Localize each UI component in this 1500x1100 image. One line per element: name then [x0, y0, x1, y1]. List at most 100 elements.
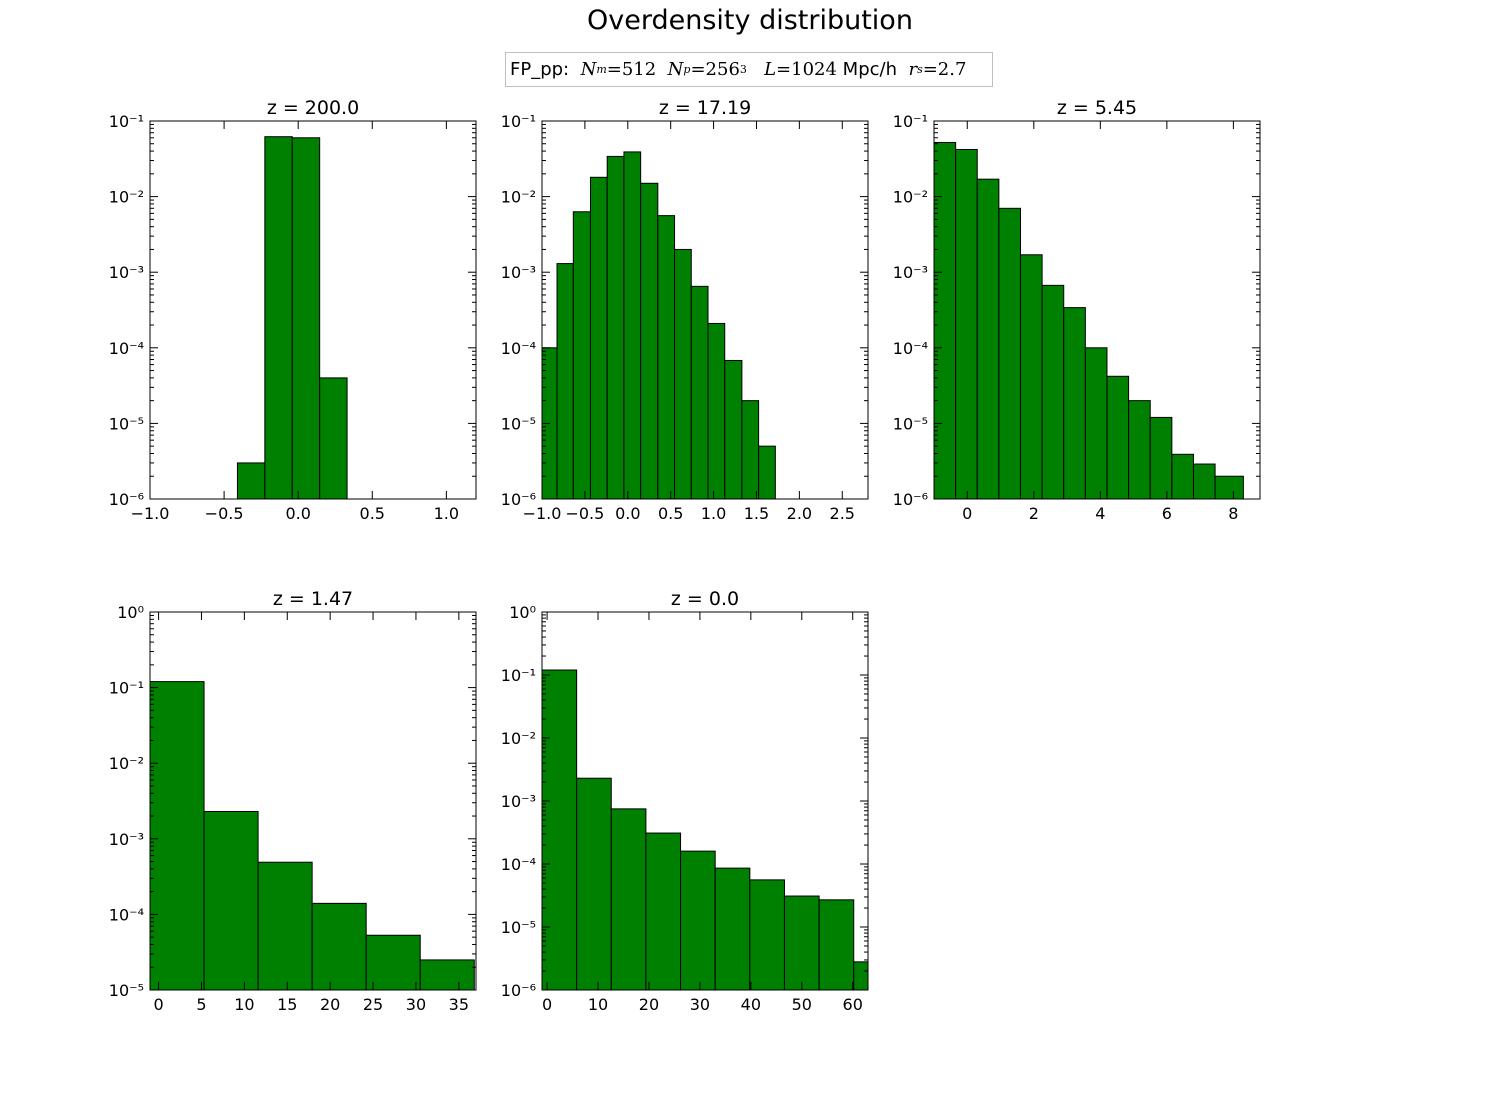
x-tick-label: 25: [363, 995, 383, 1014]
histogram-bar: [741, 400, 760, 499]
histogram-bar: [1106, 375, 1130, 499]
panel-title: z = 0.0: [671, 588, 739, 610]
x-tick-label: 1.5: [744, 504, 769, 523]
x-tick-label: 0.5: [658, 504, 683, 523]
legend-np-symbol: N: [667, 59, 684, 80]
histogram-bar: [674, 248, 692, 499]
x-tick-label: 0: [153, 995, 163, 1014]
y-tick-label: 10⁻⁴: [501, 855, 536, 874]
x-tick-label: 6: [1162, 504, 1172, 523]
y-tick-label: 10⁻²: [501, 188, 536, 207]
axes-frame: [149, 120, 477, 500]
panel-2: −1.0 −0.5 0.0 0.5 1.0 1.5 2.0 2.5 10⁻⁶ 10⁻⁵ 10⁻⁴ 10…: [501, 97, 869, 523]
histogram-bar: [1019, 254, 1043, 499]
y-tick-label: 10⁻³: [501, 263, 536, 282]
histogram-bar: [203, 810, 259, 990]
panel-4: 0 5 10 15 20 25 30 35 10⁻⁵ 10⁻⁴ 10⁻³ 10⁻² 10⁻¹ 10⁰ z =…: [109, 588, 477, 1014]
legend-nm-sub: m: [596, 63, 607, 76]
legend-l-unit: Mpc/h: [842, 59, 897, 80]
panel-5: 0 10 20 30 40 50 60 10⁻⁶ 10⁻⁵ 10⁻⁴ 10⁻³ 10⁻² 10⁻¹ 10⁰…: [501, 588, 869, 1014]
legend-rs-sub: s: [917, 63, 923, 76]
histogram-bar: [576, 777, 612, 990]
y-tick-label: 10⁻⁶: [501, 981, 536, 1000]
legend-nm-symbol: N: [580, 59, 597, 80]
x-tick-label: 10: [588, 995, 608, 1014]
legend-rs-symbol: r: [908, 59, 918, 80]
y-tick-label: 10⁰: [509, 603, 536, 622]
histogram-bar: [1171, 453, 1194, 499]
y-tick-label: 10⁻⁴: [501, 339, 536, 358]
y-tick-label: 10⁻¹: [893, 112, 928, 131]
y-tick-label: 10⁻⁵: [109, 414, 144, 433]
y-tick-label: 10⁻¹: [501, 112, 536, 131]
x-tick-label: 0.0: [285, 504, 310, 523]
panel-title: z = 200.0: [267, 97, 359, 119]
legend-np-exp: 3: [739, 63, 747, 76]
histogram-bar: [783, 895, 820, 990]
legend-nm-value: =512: [606, 59, 657, 80]
x-tick-label: 40: [741, 995, 761, 1014]
y-tick-label: 10⁻²: [109, 188, 144, 207]
x-tick-label: 0: [542, 995, 552, 1014]
x-tick-label: 15: [277, 995, 297, 1014]
y-tick-label: 10⁻⁵: [501, 918, 536, 937]
histogram-bar: [680, 850, 716, 990]
x-tick-label: 2: [1029, 504, 1039, 523]
legend-prefix: FP_pp:: [510, 59, 570, 80]
bars: [236, 136, 348, 499]
x-tick-label: 1.0: [434, 504, 459, 523]
histogram-bar: [1041, 284, 1065, 499]
histogram-bar: [365, 934, 421, 990]
histogram-bar: [955, 148, 978, 499]
y-tick-label: 10⁰: [117, 603, 144, 622]
x-tick-label: −1.0: [131, 504, 170, 523]
y-tick-label: 10⁻¹: [109, 112, 144, 131]
y-tick-label: 10⁻¹: [501, 666, 536, 685]
histogram-bar: [1149, 416, 1173, 499]
panel-title: z = 5.45: [1057, 97, 1137, 119]
bars: [542, 669, 868, 990]
y-tick-label: 10⁻²: [501, 729, 536, 748]
histogram-bar: [749, 879, 785, 990]
y-tick-label: 10⁻³: [893, 263, 928, 282]
bars: [542, 151, 776, 499]
x-tick-label: 20: [320, 995, 340, 1014]
histogram-bar: [976, 178, 1000, 499]
y-tick-label: 10⁻⁴: [893, 339, 928, 358]
x-tick-label: 4: [1095, 504, 1105, 523]
y-tick-label: 10⁻⁶: [501, 490, 536, 509]
legend-l-symbol: L: [764, 59, 777, 80]
histogram-bar: [623, 151, 642, 499]
histogram-bar: [853, 961, 868, 990]
panel-3: 0 2 4 6 8 10⁻⁶ 10⁻⁵ 10⁻⁴ 10⁻³ 10⁻² 10⁻¹ z = 5.45: [893, 97, 1261, 523]
histogram-bar: [264, 136, 293, 499]
legend-rs-value: =2.7: [922, 59, 967, 80]
x-tick-label: 8: [1228, 504, 1238, 523]
y-tick-label: 10⁻³: [501, 792, 536, 811]
x-tick-label: −1.0: [523, 504, 562, 523]
histogram-bar: [610, 808, 647, 990]
histogram-bar: [236, 462, 266, 499]
histogram-bar: [645, 832, 682, 990]
x-tick-label: 35: [449, 995, 469, 1014]
panel-title: z = 1.47: [273, 588, 353, 610]
histogram-bar: [640, 182, 659, 499]
histogram-bar: [311, 902, 367, 990]
x-tick-label: 20: [639, 995, 659, 1014]
histogram-bar: [758, 445, 776, 499]
panel-title: z = 17.19: [659, 97, 751, 119]
histogram-bar: [934, 141, 957, 499]
histogram-bar: [291, 137, 321, 499]
y-tick-label: 10⁻⁵: [893, 414, 928, 433]
x-tick-label: 60: [843, 995, 863, 1014]
x-tick-label: −0.5: [205, 504, 244, 523]
axes-frame: [933, 120, 1261, 500]
y-tick-label: 10⁻⁴: [109, 905, 144, 924]
y-tick-label: 10⁻⁵: [109, 981, 144, 1000]
histogram-bar: [419, 959, 475, 990]
panel-1: −1.0 −0.5 0.0 0.5 1.0 10⁻⁶ 10⁻⁵ 10⁻⁴ 10⁻³ 10⁻² 10⁻…: [109, 97, 477, 523]
x-tick-label: 2.5: [830, 504, 855, 523]
histogram-bar: [998, 207, 1021, 499]
